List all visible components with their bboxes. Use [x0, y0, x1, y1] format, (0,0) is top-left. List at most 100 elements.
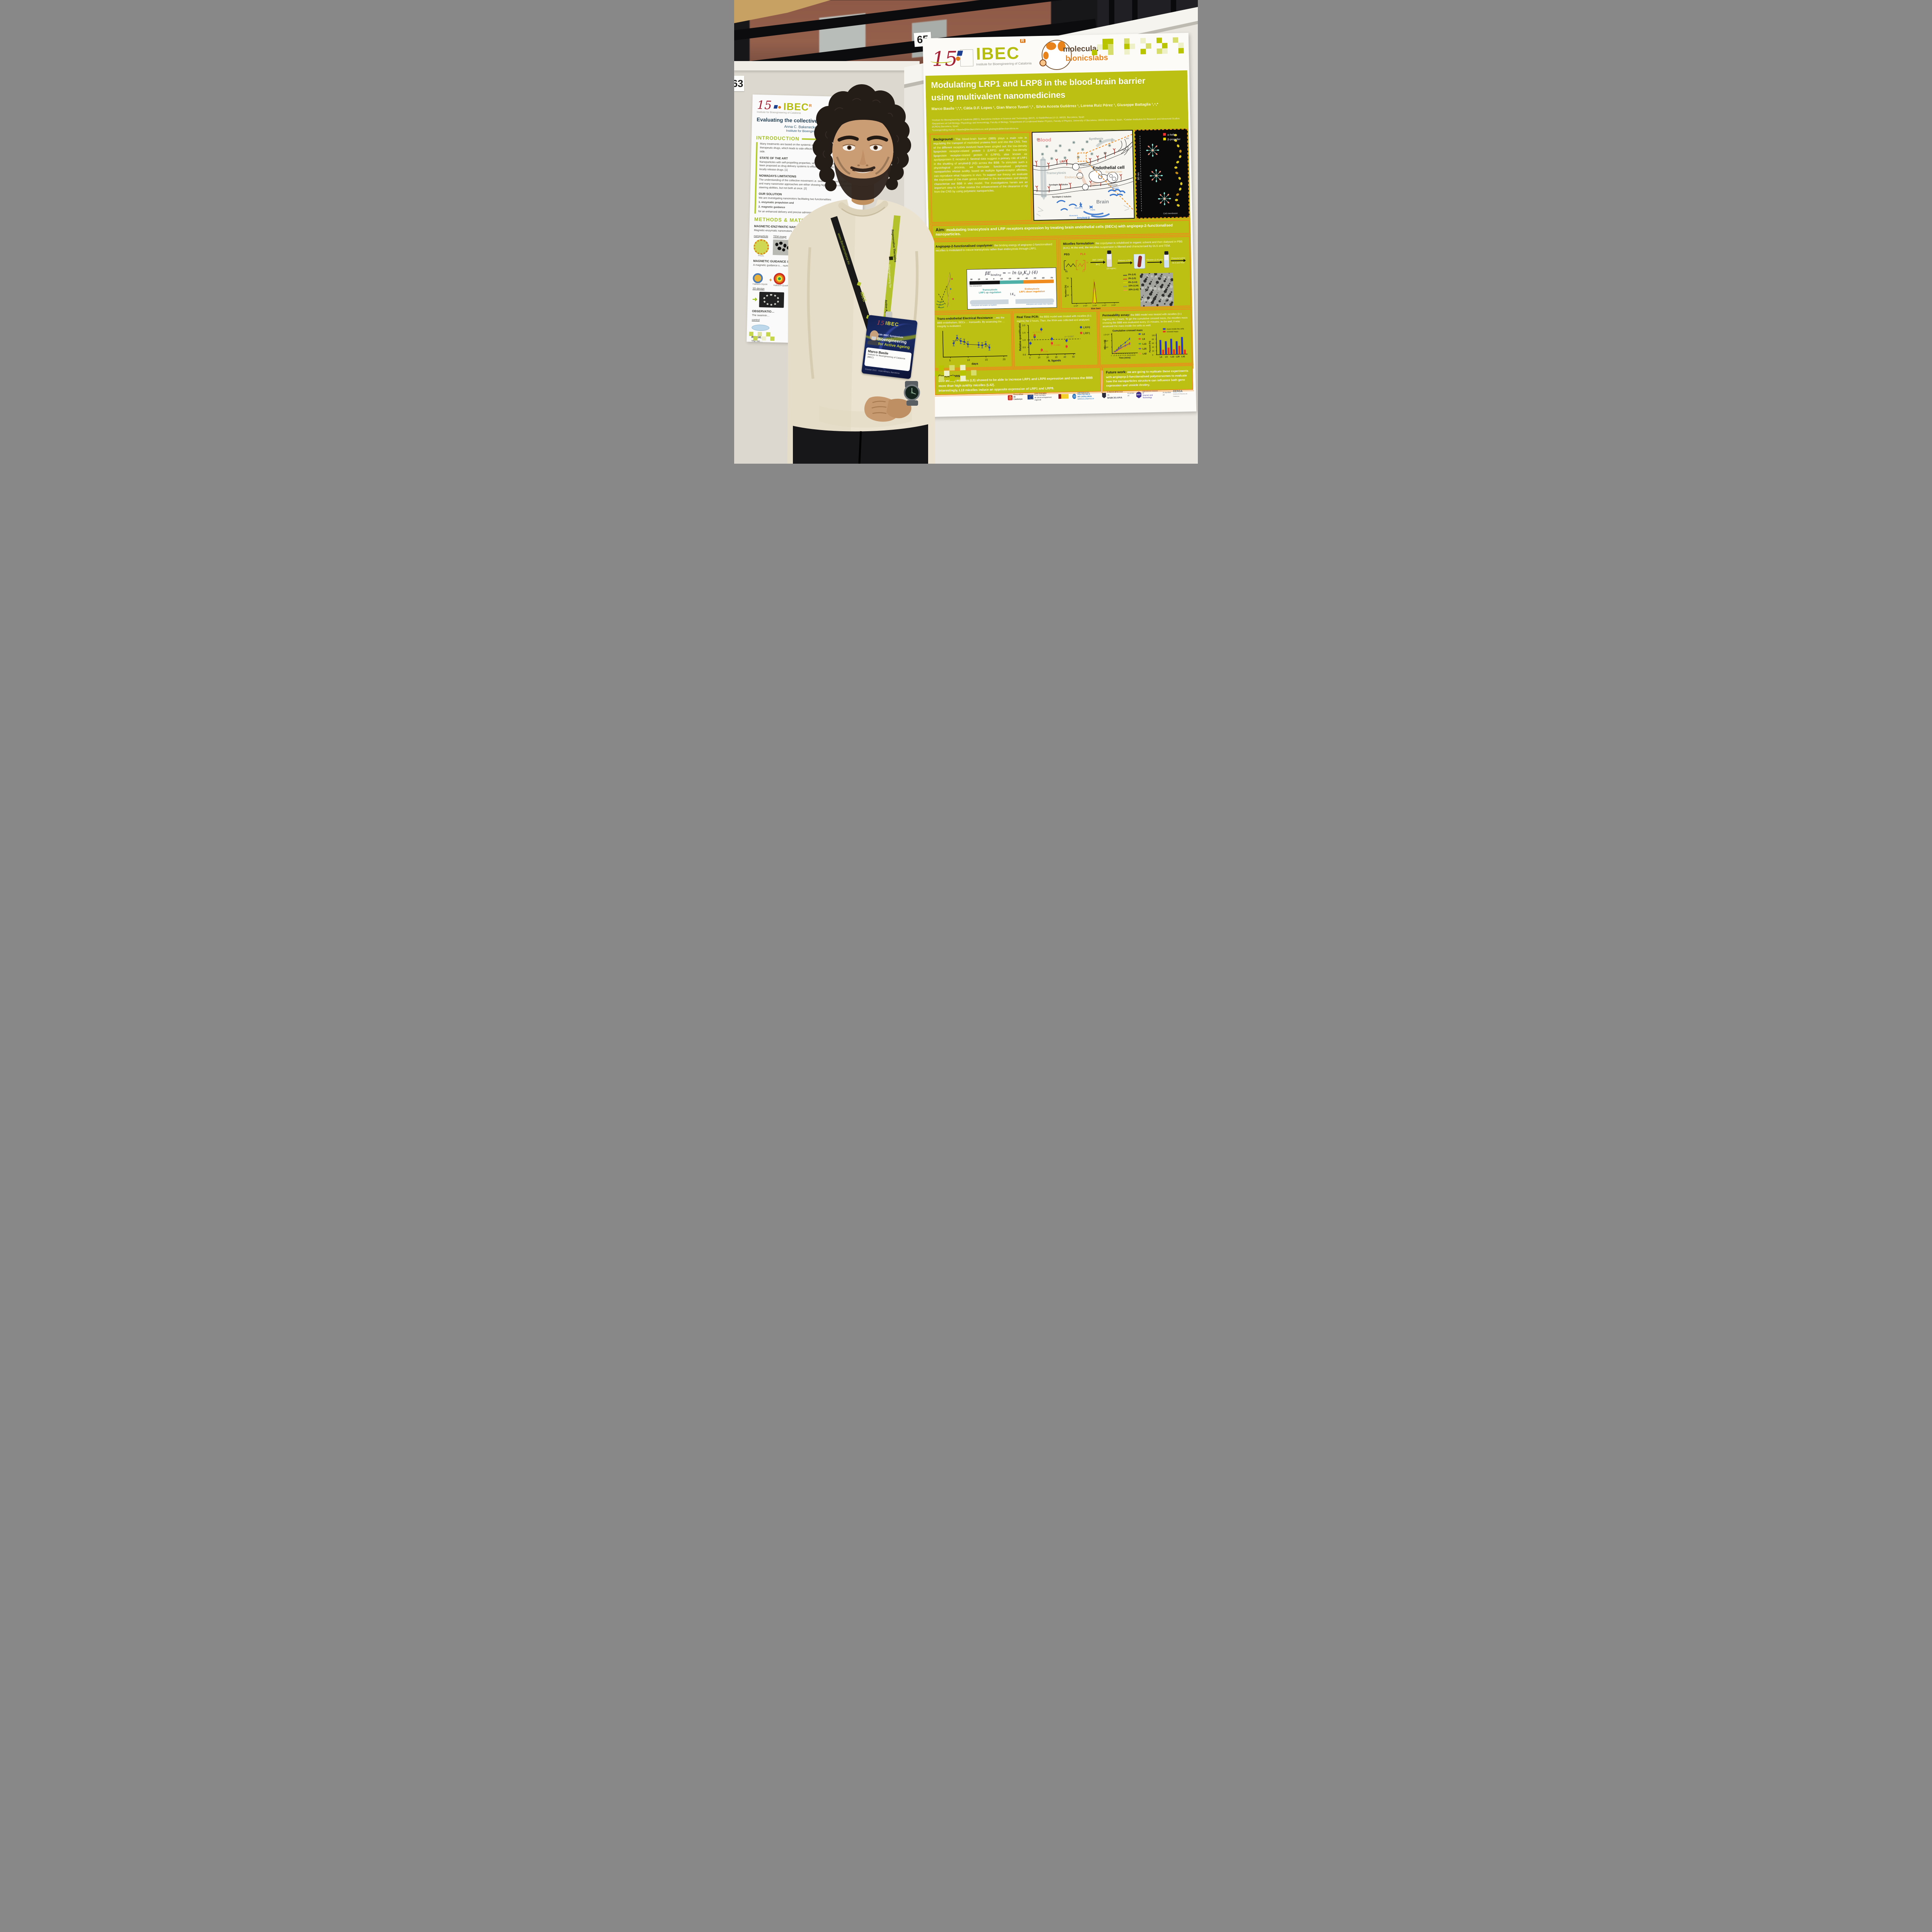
sweater-collar [838, 201, 888, 216]
svg-text:Transcytosis: Transcytosis [1046, 171, 1066, 175]
svg-text:20: 20 [1046, 357, 1049, 359]
svg-text:2.0: 2.0 [1022, 325, 1025, 327]
svg-text:p= 0.002: p= 0.002 [1040, 351, 1048, 353]
peg-pla-structure: PEG PLA 45 17 H [1064, 253, 1088, 272]
vial-icon [1106, 250, 1112, 267]
svg-text:L42: L42 [1143, 353, 1147, 355]
svg-text:LRP8: LRP8 [1083, 327, 1090, 329]
svg-text:75: 75 [1122, 355, 1124, 356]
svg-text:Size (nm): Size (nm) [1091, 308, 1101, 310]
svg-text:10: 10 [1067, 294, 1069, 296]
legend-beta-propeller: β-propeller [1167, 138, 1180, 141]
bbb-diagram: Blood Synthesis ER Nucleus LRP1 Transcyt… [1031, 129, 1135, 221]
conference-badge: 15 IBEC 15th IBEC Symposium Bioengineeri… [861, 315, 918, 379]
pcr-chart: 0.0 0.5 1.0 1.5 2.0 0 10 20 30 40 50 N. ligands Rela… [1019, 322, 1090, 362]
svg-text:L25: L25 [1143, 348, 1147, 350]
mustache [850, 166, 876, 172]
svg-text:30: 30 [1066, 277, 1069, 279]
svg-text:Monomers: Monomers [1069, 214, 1078, 216]
svg-text:20: 20 [1003, 358, 1006, 361]
conference-photo-scene: 63 65 15 IBECR Institute for Bioengineer… [734, 0, 1198, 464]
svg-text:20: 20 [1066, 286, 1069, 288]
svg-text:105: 105 [1127, 354, 1129, 356]
svg-text:L42: L42 [1181, 355, 1185, 358]
beard [834, 161, 892, 200]
svg-text:L13: L13 [1170, 356, 1174, 358]
svg-text:L0: L0 [1142, 333, 1145, 335]
beaker-icon [1133, 254, 1146, 269]
svg-text:10: 10 [1038, 357, 1041, 359]
svg-text:p= 0.0486: p= 0.0486 [1051, 344, 1060, 347]
svg-text:Cumulative crossed mass: Cumulative crossed mass [1112, 329, 1143, 332]
membrane-illustration: ↕KA transcytosis and receptor up regulat… [970, 293, 1054, 306]
label-blood: Blood [1037, 137, 1051, 143]
bbb-diagram-figure: Blood Synthesis ER Nucleus LRP1 Transcyt… [1033, 134, 1134, 219]
svg-text:60: 60 [1152, 342, 1154, 345]
svg-text:Syndapin-2 tubules: Syndapin-2 tubules [1052, 196, 1071, 198]
svg-text:0: 0 [1029, 357, 1031, 359]
svg-text:Number (%): Number (%) [1065, 285, 1067, 297]
teer-section: Trans-endothelial Electrical Resistance … [932, 311, 1014, 370]
svg-text:L25: L25 [1176, 355, 1179, 358]
svg-text:1×10²: 1×10² [1092, 304, 1097, 306]
label-brain: Brain [1096, 199, 1109, 205]
eu-logo: Unió Europea Fons europeu de desenvolupame… [1027, 392, 1054, 401]
right-poster: 15 IBEC R Institute for Bioengineering of… [922, 32, 1197, 417]
binding-energy-scale: 30 20 10 0 -10 -20 -30 -40 -50 -60 -70 No interact… [969, 277, 1054, 288]
ibec-logo: 15 IBEC R Institute for Bioengineering of… [932, 38, 1032, 71]
binding-energy-figure: βEbinding = − ln (ρoKA) (4) 30 20 10 0 -10 -2… [966, 267, 1057, 310]
permeability-section: Permeability assay: the BBB model was tr… [1097, 307, 1194, 367]
svg-text:L5: L5 [1142, 338, 1145, 340]
petri-dish-icon [751, 324, 770, 331]
ub-logo: UNIVERSITAT DE BARCELONA [1102, 391, 1124, 400]
svg-text:40: 40 [1063, 356, 1066, 359]
nanoparticle-illustration [753, 239, 769, 255]
svg-text:50: 50 [1072, 356, 1075, 358]
svg-text:Lysosome: Lysosome [1108, 184, 1117, 187]
nose [859, 149, 866, 165]
arrow-icon [1147, 262, 1162, 263]
teer-chart: 5 10 15 20 days [942, 330, 1008, 365]
copolymer-sketch [936, 272, 954, 308]
svg-text:ER: ER [1126, 138, 1129, 140]
svg-text:1.5: 1.5 [1022, 332, 1026, 334]
lanyard-left-strap [830, 216, 874, 333]
hair-curls [823, 98, 899, 164]
svg-text:5: 5 [949, 359, 951, 362]
arrow-icon [1090, 262, 1105, 263]
svg-text:10: 10 [967, 359, 970, 362]
eyes [842, 144, 883, 151]
svg-text:150: 150 [1133, 354, 1136, 356]
svg-text:90: 90 [1124, 355, 1126, 356]
svg-text:Time (mins): Time (mins) [1119, 357, 1131, 359]
svg-text:5×10²: 5×10² [1104, 346, 1109, 348]
upc-icon [1072, 393, 1077, 399]
svg-text:Endocytosis: Endocytosis [1065, 175, 1084, 179]
checker-decoration [933, 365, 977, 382]
upc-logo: UNIVERSITAT POLITÈCNICA DE CATALUNYA BARCE… [1072, 391, 1099, 401]
svg-text:30: 30 [1116, 355, 1117, 356]
svg-text:Plaques: Plaques [1112, 187, 1119, 189]
svg-text:100: 100 [1152, 334, 1155, 337]
person: www.ibecbarcelona.eu IBEC Regenerative T… [787, 84, 935, 464]
label-lrp1: LRP1 [1060, 160, 1067, 163]
svg-text:45: 45 [1065, 270, 1068, 272]
spain-gov-logo [1058, 394, 1069, 399]
label-cell-membrane: Cell membrane [1163, 213, 1177, 215]
eyebrows [837, 136, 859, 142]
svg-text:17: 17 [1082, 270, 1085, 272]
svg-text:p= 0.0222: p= 0.0222 [1033, 331, 1042, 334]
vial-icon [1163, 251, 1170, 268]
svg-text:days: days [971, 362, 978, 365]
svg-text:crossed mass: crossed mass [1167, 330, 1179, 333]
board-number-63: 63 [734, 76, 744, 91]
svg-text:1×10⁰: 1×10⁰ [1074, 305, 1078, 307]
label-amyloid: Amyloid β [1077, 216, 1090, 219]
dls-legend: 0% (L0) 3% (L5) 8% (L13) 15% (L34) 30% (L42) [1123, 274, 1139, 311]
angiopep-section: Angiopep-2-functionalised copolymer: the… [930, 238, 1060, 313]
future-work-section: Future work: we are going to replicate t… [1101, 364, 1195, 393]
svg-text:1×10³: 1×10³ [1102, 304, 1107, 306]
svg-text:20: 20 [1152, 350, 1154, 352]
micelles-section: Micelles formulation: the copolymer is s… [1058, 235, 1193, 311]
